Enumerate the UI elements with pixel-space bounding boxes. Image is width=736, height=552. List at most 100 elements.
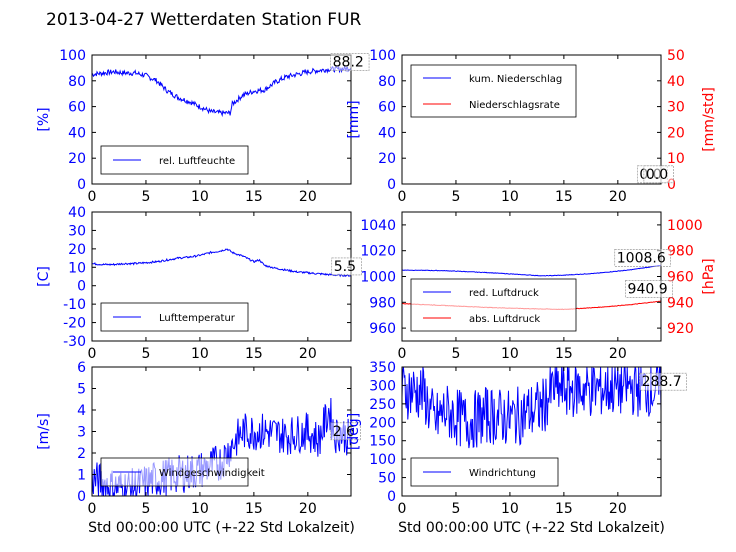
p3-xtick-label: 0	[88, 346, 97, 362]
p2-legend-label-2: Niederschlagsrate	[469, 100, 560, 111]
p6-ytick-label: 250	[369, 397, 396, 413]
p4-xtick-label: 5	[451, 346, 460, 362]
p5-xtick-label: 20	[299, 501, 317, 517]
p2-ytick-label: 0	[387, 177, 396, 193]
p3-legend-label-1: Lufttemperatur	[159, 313, 236, 324]
p4-ytick-right-label: 940	[667, 295, 694, 311]
p6-xtick-label: 0	[398, 501, 407, 517]
p6-xtick-label: 20	[609, 501, 627, 517]
p6-xtick-label: 10	[501, 501, 519, 517]
p4-ytick-label: 1020	[360, 244, 396, 260]
p1-ylabel: [%]	[36, 107, 52, 131]
p3-ytick-label: -10	[63, 297, 86, 313]
p6-ylabel: [deg]	[346, 413, 362, 450]
p5-xtick-label: 0	[88, 501, 97, 517]
p4-xtick-label: 15	[555, 346, 573, 362]
p2-xtick-label: 20	[609, 189, 627, 205]
p5-ytick-label: 5	[77, 382, 86, 398]
p5-xtick-label: 5	[141, 501, 150, 517]
p3-xtick-label: 10	[191, 346, 209, 362]
p5-annotation-1: 2.6	[333, 424, 355, 440]
p2-annotation-box-2	[643, 165, 674, 184]
p4-annotation-1: 1008.6	[617, 250, 666, 266]
p1-xtick-label: 20	[299, 189, 317, 205]
p3-xtick-label: 5	[141, 346, 150, 362]
p2-ytick-label: 60	[378, 100, 396, 116]
p4-annotation-box-1	[614, 249, 671, 267]
p3-ytick-label: 0	[77, 279, 86, 295]
p1-ytick-label: 60	[68, 100, 86, 116]
p6-series-1-line	[401, 366, 662, 449]
p1-xtick-label: 5	[141, 189, 150, 205]
p6-ytick-label: 150	[369, 434, 396, 450]
p5-xtick-label: 10	[191, 501, 209, 517]
p4-legend-label-2: abs. Luftdruck	[469, 314, 540, 325]
p6-xlabel: Std 00:00:00 UTC (+-22 Std Lokalzeit)	[398, 520, 665, 536]
p3-annotation-box-1	[331, 257, 362, 276]
p1-plot-frame	[91, 54, 352, 185]
p2-ytick-right-label: 10	[667, 151, 685, 167]
p2-ytick-label: 20	[378, 151, 396, 167]
p3-annotation-1: 5.5	[334, 259, 356, 275]
p3-ytick-label: 20	[68, 242, 86, 258]
p6-xtick-label: 15	[555, 501, 573, 517]
p1-annotation-box-1	[330, 53, 370, 71]
p1-xtick-label: 0	[88, 189, 97, 205]
p4-xtick-label: 10	[501, 346, 519, 362]
p5-legend-label-1: Windgeschwindigkeit	[159, 468, 265, 479]
p2-annotation-2: 0.0	[646, 167, 668, 183]
p4-ytick-right-label: 980	[667, 244, 694, 260]
p5-ylabel: [m/s]	[36, 413, 52, 450]
p5-xtick-label: 15	[245, 501, 263, 517]
p5-ytick-label: 3	[77, 425, 86, 441]
p2-ytick-right-label: 30	[667, 100, 685, 116]
p1-series-1-line	[91, 64, 352, 118]
chart-title: 2013-04-27 Wetterdaten Station FUR	[46, 10, 362, 30]
p1-annotation-1: 88.2	[333, 55, 364, 71]
p4-ytick-right-label: 960	[667, 270, 694, 286]
p5-ytick-label: 1	[77, 468, 86, 484]
p5-ytick-label: 2	[77, 446, 86, 462]
p2-xtick-label: 0	[398, 189, 407, 205]
p3-ytick-label: 30	[68, 223, 86, 239]
p2-ylabel: [mm]	[346, 100, 362, 138]
p6-xtick-label: 5	[451, 501, 460, 517]
p4-annotation-2: 940.9	[628, 281, 668, 297]
p3-ytick-label: -30	[63, 334, 86, 350]
p3-ylabel: [C]	[36, 266, 52, 287]
p1-ytick-label: 40	[68, 125, 86, 141]
p4-legend-label-1: red. Luftdruck	[469, 288, 539, 299]
p6-ytick-label: 200	[369, 415, 396, 431]
p4-series-1-line	[401, 264, 662, 277]
p1-ytick-label: 100	[59, 48, 86, 64]
p2-ytick-label: 40	[378, 125, 396, 141]
p2-ytick-right-label: 50	[667, 48, 685, 64]
p2-ytick-right-label: 40	[667, 74, 685, 90]
p2-xtick-label: 15	[555, 189, 573, 205]
p3-xtick-label: 15	[245, 346, 263, 362]
p5-xlabel: Std 00:00:00 UTC (+-22 Std Lokalzeit)	[88, 520, 355, 536]
p6-ytick-label: 50	[378, 471, 396, 487]
p2-xtick-label: 5	[451, 189, 460, 205]
p2-legend-label-1: kum. Niederschlag	[469, 74, 562, 85]
p2-ytick-label: 80	[378, 74, 396, 90]
p6-annotation-box-1	[639, 372, 687, 391]
p4-legend-box	[410, 278, 577, 332]
p4-ytick-label: 1040	[360, 218, 396, 234]
p6-ytick-label: 300	[369, 378, 396, 394]
p3-plot-frame	[91, 211, 352, 342]
p3-ytick-label: 10	[68, 260, 86, 276]
p1-ytick-label: 0	[77, 177, 86, 193]
p1-xtick-label: 10	[191, 189, 209, 205]
p2-ytick-right-label: 20	[667, 125, 685, 141]
p5-ytick-label: 0	[77, 489, 86, 505]
p3-series-1-line	[91, 248, 352, 278]
p6-ytick-label: 0	[387, 489, 396, 505]
p5-annotation-box-1	[330, 422, 361, 441]
p4-annotation-box-2	[625, 279, 673, 298]
p1-legend-label-1: rel. Luftfeuchte	[159, 156, 235, 167]
p1-xtick-label: 15	[245, 189, 263, 205]
p2-plot-frame	[401, 54, 662, 185]
p1-ytick-label: 20	[68, 151, 86, 167]
